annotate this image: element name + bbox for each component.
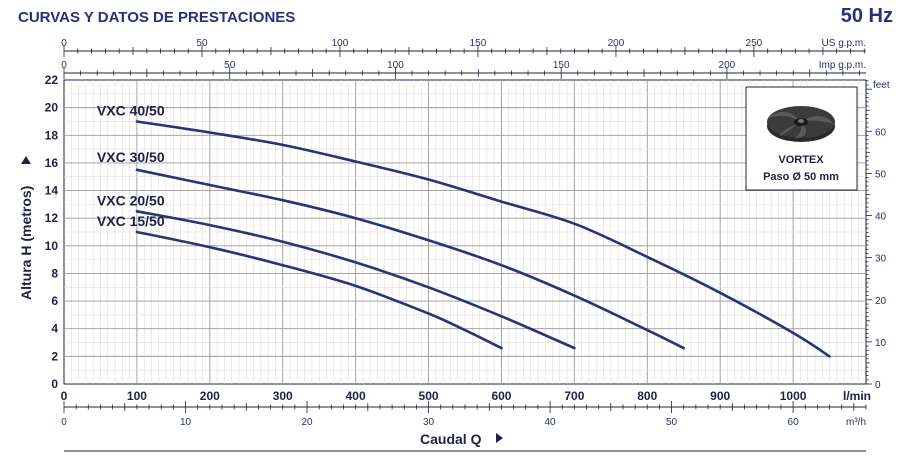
m3h-unit: m³/h (846, 417, 866, 428)
x-tick-label: 100 (127, 389, 147, 403)
imp-gpm-tick-label: 150 (553, 60, 570, 71)
us-gpm-unit: US g.p.m. (822, 38, 866, 49)
feet-tick-label: 20 (875, 296, 887, 307)
chart-title: CURVAS Y DATOS DE PRESTACIONES (18, 9, 295, 26)
feet-tick-label: 0 (875, 380, 881, 391)
x-tick-label: 900 (710, 389, 730, 403)
us-gpm-tick-label: 150 (470, 38, 487, 49)
imp-gpm-tick-label: 200 (719, 60, 736, 71)
y-tick-label: 16 (45, 156, 59, 170)
vortex-inset: VORTEX Paso Ø 50 mm (745, 86, 858, 191)
feet-axis: feet 0 10 20 30 40 50 60 (866, 80, 890, 391)
y-tick-label: 6 (51, 294, 58, 308)
m3h-tick-label: 30 (423, 417, 435, 428)
m3h-tick-label: 0 (61, 417, 67, 428)
imp-gpm-tick-label: 100 (387, 60, 404, 71)
m3h-tick-label: 10 (180, 417, 192, 428)
x-tick-label: 400 (346, 389, 366, 403)
imp-gpm-unit: Imp g.p.m. (819, 60, 866, 71)
x-tick-label: 500 (419, 389, 439, 403)
m3h-tick-label: 40 (544, 417, 556, 428)
series-label-vxc-30-50: VXC 30/50 (97, 149, 165, 165)
x-tick-label: 700 (564, 389, 584, 403)
curve-vxc-20-50 (135, 210, 576, 350)
us-gpm-tick-label: 250 (746, 38, 763, 49)
y-tick-label: 20 (45, 101, 59, 115)
m3h-tick-label: 60 (788, 417, 800, 428)
frequency-label: 50 Hz (841, 5, 893, 27)
x-axis-title: Caudal Q (420, 431, 482, 447)
x-tick-label: 300 (273, 389, 293, 403)
feet-tick-label: 30 (875, 254, 887, 265)
imp-gpm-tick-label: 0 (61, 60, 67, 71)
feet-unit: feet (873, 80, 890, 91)
series-label-vxc-15-50: VXC 15/50 (97, 213, 165, 229)
curve-vxc-40-50 (135, 120, 831, 358)
feet-tick-label: 10 (875, 338, 887, 349)
us-gpm-tick-label: 50 (196, 38, 208, 49)
series-label-vxc-40-50: VXC 40/50 (97, 102, 165, 118)
us-gpm-tick-label: 100 (332, 38, 349, 49)
imp-gpm-tick-label: 50 (224, 60, 236, 71)
y-tick-label: 22 (45, 73, 59, 87)
y-tick-label: 2 (51, 349, 58, 363)
us-gpm-tick-label: 200 (608, 38, 625, 49)
m3h-tick-label: 50 (666, 417, 678, 428)
feet-tick-label: 40 (875, 212, 887, 223)
y-tick-label: 18 (45, 128, 59, 142)
x-axis-arrow-icon (496, 433, 503, 443)
y-tick-label: 4 (51, 322, 58, 336)
bottom-axes: l/min m³/h Caudal Q 0 100 200 300 400 500 600 7… (61, 389, 871, 452)
curve-vxc-30-50 (135, 168, 685, 350)
y-axis: Altura H (metros) 0 2 4 6 8 10 12 14 16 18 20 22 (18, 73, 58, 391)
plot-area: VXC 40/50 VXC 30/50 VXC 20/50 VXC 15/50 (63, 79, 867, 385)
us-gpm-tick-label: 0 (61, 38, 67, 49)
feet-tick-label: 50 (875, 169, 887, 180)
y-tick-label: 8 (51, 266, 58, 280)
inset-title: VORTEX (778, 154, 824, 166)
inset-subtitle: Paso Ø 50 mm (763, 171, 839, 183)
x-tick-label: 0 (61, 389, 68, 403)
curves (135, 120, 831, 358)
series-label-vxc-20-50: VXC 20/50 (97, 192, 165, 208)
y-tick-label: 10 (45, 239, 59, 253)
y-tick-label: 14 (45, 184, 59, 198)
y-axis-title: Altura H (metros) (18, 186, 34, 300)
x-tick-label: 600 (491, 389, 511, 403)
x-tick-label: 800 (637, 389, 657, 403)
y-tick-label: 12 (45, 211, 59, 225)
curve-vxc-15-50 (135, 230, 503, 350)
x-tick-label: 200 (200, 389, 220, 403)
vortex-impeller-icon (767, 106, 835, 142)
y-tick-label: 0 (51, 377, 58, 391)
m3h-tick-label: 20 (301, 417, 313, 428)
lmin-unit: l/min (843, 389, 871, 403)
series-labels: VXC 40/50 VXC 30/50 VXC 20/50 VXC 15/50 (97, 102, 165, 229)
y-axis-arrow-icon (21, 156, 31, 164)
top-axes: US g.p.m. Imp g.p.m. 0 50 100 150 200 250 0 50 1… (61, 38, 866, 79)
x-tick-label: 1000 (780, 389, 807, 403)
feet-tick-label: 60 (875, 127, 887, 138)
